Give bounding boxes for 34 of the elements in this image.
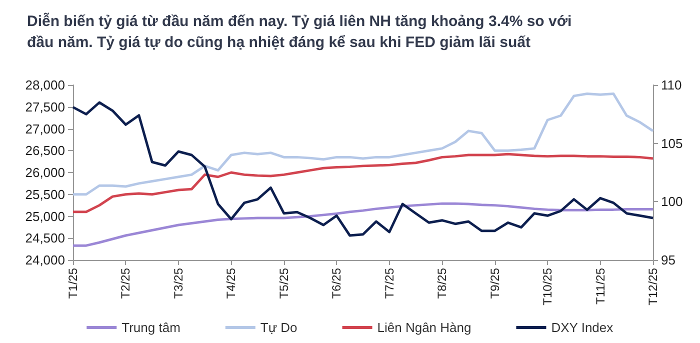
- y-tick-label: 28,000: [25, 78, 65, 92]
- y-tick-label: 27,500: [25, 99, 65, 114]
- legend-label: DXY Index: [551, 320, 614, 335]
- legend-label: Trung tâm: [122, 320, 180, 335]
- x-tick-label: T8/25: [435, 268, 450, 299]
- x-tick-label: T7/25: [382, 268, 396, 299]
- x-tick-label: T3/25: [171, 268, 186, 299]
- y-tick-label: 24,500: [25, 230, 65, 246]
- y2-tick-label: 100: [661, 194, 683, 210]
- line-series: [72, 202, 654, 247]
- x-tick-label: T2/25: [118, 268, 133, 299]
- chart-title: Diễn biến tỷ giá từ đầu năm đến nay. Tỷ giá liên NH tăng khoảng 3.4% so với đầu năm. Tỷ giá tự do cũng hạ nhiệt đáng kể sau khi FED giảm lãi suất: [27, 12, 576, 51]
- x-tick-label: T11/25: [593, 268, 608, 304]
- x-tick-label: T1/25: [66, 268, 80, 299]
- y-tick-label: 27,000: [25, 121, 65, 136]
- y2-tick-label: 105: [661, 136, 683, 151]
- x-tick-label: T5/25: [276, 268, 291, 299]
- x-tick-label: T4/25: [224, 268, 238, 299]
- y2-tick-label: 95: [661, 252, 676, 268]
- line-series: [72, 92, 654, 196]
- y-tick-label: 24,000: [25, 252, 65, 268]
- x-tick-label: T10/25: [540, 268, 555, 306]
- y-tick-label: 25,000: [25, 208, 65, 224]
- line-series: [72, 101, 654, 237]
- y-tick-label: 26,500: [25, 143, 65, 158]
- x-tick-label: T9/25: [488, 268, 502, 299]
- legend-label: Liên Ngân Hàng: [377, 320, 472, 335]
- y2-tick-label: 110: [661, 78, 682, 92]
- line-series: [72, 152, 654, 214]
- y-tick-label: 26,000: [25, 165, 65, 180]
- legend-label: Tự Do: [260, 320, 298, 335]
- x-tick-label: T6/25: [330, 268, 344, 299]
- y-tick-label: 25,500: [25, 186, 65, 202]
- x-tick-label: T12/25: [646, 268, 660, 306]
